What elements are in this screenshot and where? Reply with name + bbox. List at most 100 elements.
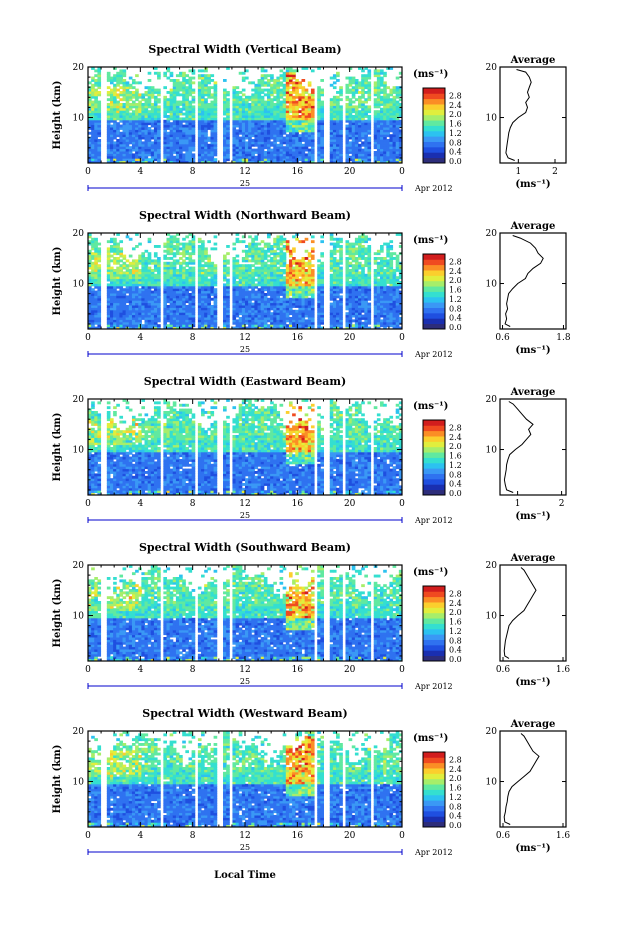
colorbar-unit: (ms⁻¹) xyxy=(413,69,448,80)
heatmap-cell xyxy=(109,319,114,323)
heatmap-cell xyxy=(241,307,246,311)
heatmap-cell xyxy=(106,276,111,280)
heatmap-cell xyxy=(175,153,180,157)
heatmap-cell xyxy=(97,143,102,147)
heatmap-cell xyxy=(94,158,98,162)
heatmap-cell xyxy=(301,131,306,135)
heatmap-cell xyxy=(383,107,387,111)
heatmap-cell xyxy=(94,136,98,140)
heatmap-cell xyxy=(263,74,268,78)
heatmap-cell xyxy=(285,95,290,99)
heatmap-cell xyxy=(273,153,277,157)
heatmap-cell xyxy=(175,127,180,130)
heatmap-cell xyxy=(282,240,287,244)
heatmap-cell xyxy=(141,295,146,299)
heatmap-cell xyxy=(373,151,378,154)
heatmap-cell xyxy=(358,119,362,123)
heatmap-cell xyxy=(241,153,246,157)
heatmap-cell xyxy=(276,314,281,318)
heatmap-cell xyxy=(251,151,255,154)
heatmap-cell xyxy=(389,117,394,121)
heatmap-cell xyxy=(257,254,262,258)
heatmap-cell xyxy=(207,124,211,128)
heatmap-cell xyxy=(210,321,215,325)
heatmap-cell xyxy=(320,127,324,130)
heatmap-cell xyxy=(119,254,124,258)
heatmap-cell xyxy=(232,143,237,147)
heatmap-cell xyxy=(367,119,372,123)
heatmap-cell xyxy=(94,153,98,157)
heatmap-cell xyxy=(298,302,303,306)
heatmap-cell xyxy=(128,319,133,323)
heatmap-cell xyxy=(166,271,171,275)
heatmap-cell xyxy=(301,269,306,272)
heatmap-cell xyxy=(235,103,240,106)
heatmap-cell xyxy=(169,129,174,133)
heatmap-cell xyxy=(248,160,252,164)
heatmap-cell xyxy=(166,319,171,323)
heatmap-cell xyxy=(358,81,362,85)
heatmap-cell xyxy=(235,110,240,114)
heatmap-cell xyxy=(191,312,196,316)
heatmap-cell xyxy=(172,91,177,94)
heatmap-cell xyxy=(241,143,246,147)
heatmap-cell xyxy=(125,115,130,118)
heatmap-cell xyxy=(97,71,102,75)
heatmap-cell xyxy=(301,273,306,277)
heatmap-cell xyxy=(248,136,252,140)
heatmap-cell xyxy=(320,143,324,147)
heatmap-cell xyxy=(285,314,290,318)
heatmap-cell xyxy=(88,305,92,308)
heatmap-cell xyxy=(94,131,98,135)
heatmap-cell xyxy=(94,266,98,270)
heatmap-cell xyxy=(288,81,293,85)
heatmap-cell xyxy=(241,139,246,142)
heatmap-cell xyxy=(207,91,211,94)
heatmap-cell xyxy=(163,290,167,294)
heatmap-cell xyxy=(88,319,92,323)
heatmap-cell xyxy=(232,98,237,102)
heatmap-cell xyxy=(182,242,186,246)
heatmap-cell xyxy=(251,317,255,320)
heatmap-cell xyxy=(163,271,167,275)
heatmap-cell xyxy=(188,297,193,301)
heatmap-cell xyxy=(257,269,262,272)
heatmap-cell xyxy=(336,155,340,159)
heatmap-cell xyxy=(179,139,183,142)
heatmap-cell xyxy=(97,81,102,85)
heatmap-cell xyxy=(389,91,394,94)
heatmap-cell xyxy=(241,160,246,164)
heatmap-cell xyxy=(135,136,139,140)
heatmap-cell xyxy=(364,100,368,104)
heatmap-cell xyxy=(270,276,274,280)
heatmap-cell xyxy=(94,281,98,284)
heatmap-cell xyxy=(182,276,186,280)
heatmap-cell xyxy=(273,112,277,116)
heatmap-cell xyxy=(163,297,167,301)
heatmap-cell xyxy=(179,151,183,154)
heatmap-cell xyxy=(153,252,158,256)
heatmap-cell xyxy=(226,314,230,318)
heatmap-cell xyxy=(91,319,95,323)
heatmap-cell xyxy=(317,131,321,135)
heatmap-cell xyxy=(179,305,183,308)
heatmap-cell xyxy=(358,124,362,128)
heatmap-cell xyxy=(147,146,152,150)
heatmap-cell xyxy=(245,300,249,304)
heatmap-cell xyxy=(254,269,259,272)
heatmap-cell xyxy=(153,107,158,111)
heatmap-cell xyxy=(128,283,133,287)
heatmap-cell xyxy=(201,317,205,320)
heatmap-cell xyxy=(122,81,127,85)
heatmap-cell xyxy=(279,297,284,301)
heatmap-cell xyxy=(210,107,215,111)
heatmap-cell xyxy=(301,95,306,99)
heatmap-cell xyxy=(122,122,127,126)
heatmap-cell xyxy=(122,312,127,316)
heatmap-cell xyxy=(292,321,296,325)
heatmap-cell xyxy=(386,117,390,121)
heatmap-cell xyxy=(204,117,208,121)
heatmap-cell xyxy=(292,100,296,104)
heatmap-cell xyxy=(376,122,381,126)
heatmap-cell xyxy=(147,254,152,258)
